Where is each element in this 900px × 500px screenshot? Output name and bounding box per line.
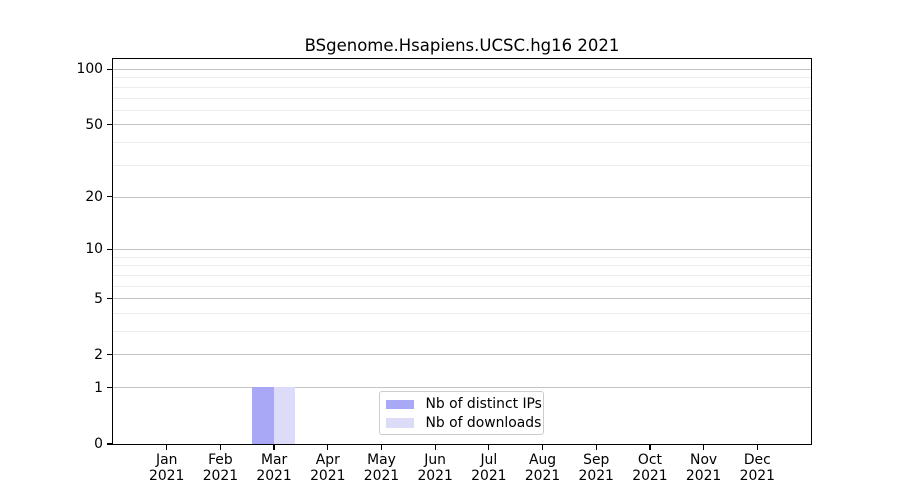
x-tick-year-aug: 2021	[524, 467, 561, 484]
x-tick-mar	[273, 445, 275, 450]
bar-nb-of-distinct-ips-mar	[252, 387, 274, 444]
x-tick-feb	[219, 445, 222, 450]
gridline-minor-7	[112, 274, 811, 276]
x-tick-label-jul: Jul 2021	[459, 452, 519, 484]
x-tick-label-sep: Sep 2021	[566, 452, 626, 484]
x-tick-sep	[595, 445, 597, 450]
x-tick-month-feb: Feb	[208, 452, 233, 468]
x-tick-year-sep: 2021	[578, 467, 614, 484]
legend-label-distinct-ips: Nb of distinct IPs	[425, 396, 542, 413]
x-tick-nov	[702, 445, 705, 450]
y-tick-label-20: 20	[85, 188, 103, 205]
gridline-minor-70	[112, 97, 811, 99]
legend: Nb of distinct IPs Nb of downloads	[379, 390, 544, 435]
x-tick-apr	[327, 445, 329, 450]
x-tick-month-dec: Dec	[743, 452, 771, 468]
y-tick-label-5: 5	[94, 290, 103, 307]
x-tick-month-mar: Mar	[260, 452, 288, 468]
y-tick-label-2: 2	[94, 346, 103, 363]
gridline-major-50	[112, 124, 811, 126]
legend-label-downloads: Nb of downloads	[425, 414, 542, 431]
x-tick-year-feb: 2021	[202, 467, 239, 484]
gridline-major-1	[112, 387, 811, 389]
x-tick-year-jun: 2021	[417, 467, 453, 484]
y-tick-100	[107, 68, 112, 70]
x-tick-month-apr: Apr	[315, 452, 340, 468]
x-tick-year-apr: 2021	[310, 467, 346, 484]
y-tick-label-10: 10	[85, 241, 103, 258]
legend-swatch-downloads	[386, 418, 414, 428]
legend-item-downloads: Nb of downloads	[386, 414, 543, 433]
gridline-minor-6	[112, 285, 811, 287]
gridline-minor-60	[112, 109, 811, 111]
gridline-minor-80	[112, 86, 811, 88]
x-tick-label-jan: Jan 2021	[137, 452, 197, 484]
y-tick-label-1: 1	[94, 379, 103, 396]
x-tick-year-oct: 2021	[632, 467, 668, 484]
x-tick-jan	[166, 445, 168, 450]
x-tick-year-jul: 2021	[471, 467, 507, 484]
x-tick-may	[380, 445, 383, 450]
x-tick-month-oct: Oct	[637, 452, 662, 468]
x-tick-label-oct: Oct 2021	[620, 452, 680, 484]
x-tick-year-may: 2021	[363, 467, 400, 484]
x-tick-year-dec: 2021	[739, 467, 775, 484]
x-tick-label-apr: Apr 2021	[298, 452, 358, 484]
gridline-minor-3	[112, 331, 811, 333]
gridline-minor-40	[112, 142, 811, 144]
gridline-minor-90	[112, 77, 811, 79]
y-tick-10	[107, 248, 112, 250]
y-tick-label-50: 50	[85, 116, 103, 133]
x-tick-month-jan: Jan	[155, 452, 178, 468]
x-tick-jul	[488, 445, 490, 450]
x-tick-oct	[649, 445, 651, 450]
x-tick-month-aug: Aug	[528, 452, 557, 468]
x-tick-year-mar: 2021	[256, 467, 292, 484]
x-tick-month-sep: Sep	[583, 452, 610, 468]
gridline-major-2	[112, 354, 811, 356]
legend-item-distinct-ips: Nb of distinct IPs	[386, 395, 543, 414]
y-tick-1	[107, 387, 112, 389]
gridline-major-10	[112, 249, 811, 251]
x-tick-year-jan: 2021	[149, 467, 185, 484]
x-tick-label-may: May 2021	[351, 452, 411, 484]
y-tick-50	[107, 124, 112, 126]
x-tick-label-aug: Aug 2021	[513, 452, 573, 484]
y-tick-label-0: 0	[94, 436, 103, 452]
x-tick-dec	[756, 445, 758, 450]
y-tick-label-100: 100	[76, 61, 103, 78]
x-tick-month-nov: Nov	[690, 452, 718, 468]
x-tick-label-feb: Feb 2021	[190, 452, 250, 484]
gridline-minor-4	[112, 313, 811, 315]
x-tick-label-mar: Mar 2021	[244, 452, 304, 484]
x-tick-year-nov: 2021	[685, 467, 722, 484]
gridline-major-5	[112, 298, 811, 300]
y-tick-20	[107, 196, 112, 198]
x-tick-aug	[541, 445, 544, 450]
chart-title: BSgenome.Hsapiens.UCSC.hg16 2021	[304, 36, 620, 55]
x-tick-month-may: May	[367, 452, 396, 468]
x-tick-label-nov: Nov 2021	[674, 452, 734, 484]
y-tick-0	[107, 443, 112, 445]
legend-swatch-distinct-ips	[386, 399, 414, 410]
gridline-major-100	[112, 69, 811, 71]
gridline-major-20	[112, 196, 811, 198]
x-tick-month-jun: Jun	[424, 452, 446, 468]
x-tick-jun	[434, 445, 436, 450]
bar-nb-of-downloads-mar	[273, 387, 296, 444]
gridline-minor-30	[112, 164, 811, 166]
plot-area	[111, 58, 813, 446]
x-tick-label-dec: Dec 2021	[727, 452, 787, 484]
gridline-minor-8	[112, 265, 811, 267]
y-tick-2	[107, 354, 112, 356]
y-tick-5	[107, 297, 112, 300]
x-tick-label-jun: Jun 2021	[405, 452, 465, 484]
x-tick-month-jul: Jul	[480, 452, 498, 468]
gridline-minor-9	[112, 256, 811, 258]
